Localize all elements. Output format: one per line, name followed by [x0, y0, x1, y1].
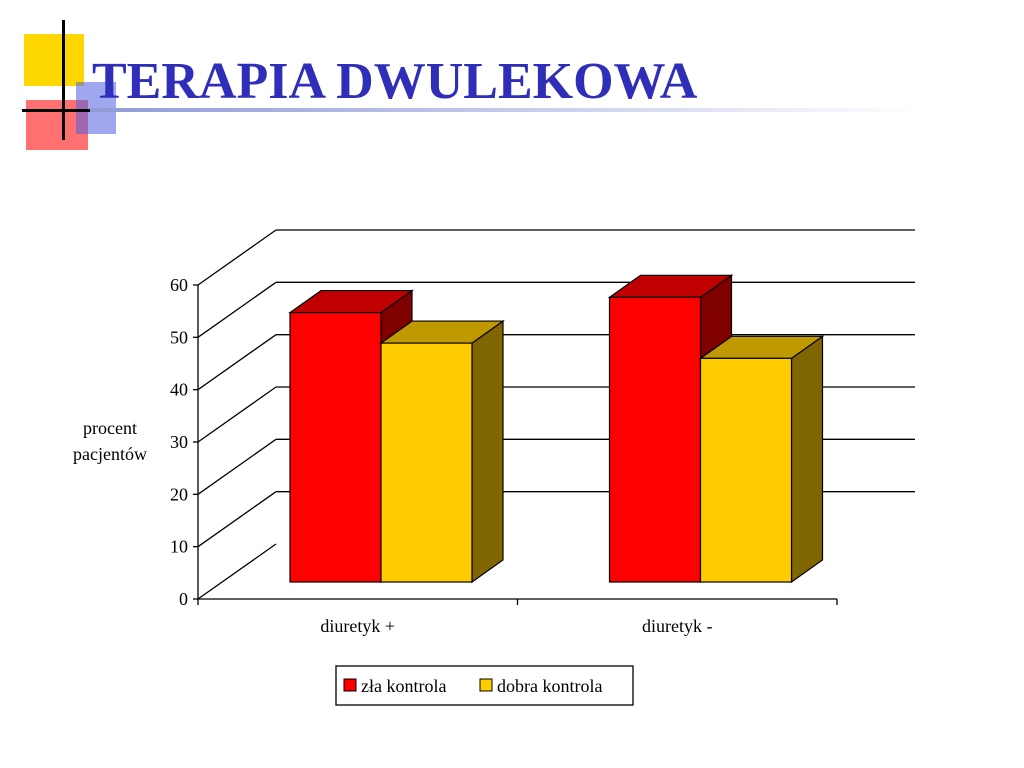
y-tick-label: 20 — [170, 484, 188, 504]
y-tick-label: 0 — [179, 589, 188, 609]
y-axis-label: procent — [83, 418, 137, 438]
slide-title: TERAPIA DWULEKOWA — [92, 53, 698, 110]
x-tick-label: diuretyk + — [320, 616, 395, 636]
deco-vertical-line — [62, 20, 65, 140]
legend-label: dobra kontrola — [497, 676, 602, 696]
y-axis-label: pacjentów — [73, 444, 147, 464]
legend-label: zła kontrola — [361, 676, 446, 696]
bar-side — [790, 335, 824, 584]
bar — [289, 311, 382, 583]
gridline-depth — [197, 281, 277, 338]
legend-swatch — [479, 678, 493, 692]
gridline-depth — [197, 543, 277, 600]
gridline-depth — [197, 438, 277, 495]
bar-side — [471, 319, 504, 584]
gridline-depth — [197, 334, 277, 391]
x-tick-label: diuretyk - — [642, 616, 712, 636]
y-tick-label: 30 — [170, 432, 188, 452]
gridline-depth — [197, 386, 277, 443]
y-tick-label: 10 — [170, 537, 188, 557]
bar — [699, 357, 793, 583]
deco-horizontal-line — [22, 109, 112, 112]
legend-swatch — [343, 678, 357, 692]
gridline-depth — [197, 491, 277, 548]
gridline-depth — [197, 229, 277, 286]
title-underline — [90, 108, 920, 112]
bar — [380, 342, 473, 583]
y-tick-label: 40 — [170, 380, 188, 400]
y-tick-label: 60 — [170, 275, 188, 295]
deco-yellow-square — [24, 34, 84, 86]
bar — [608, 296, 702, 583]
y-tick-label: 50 — [170, 327, 188, 347]
